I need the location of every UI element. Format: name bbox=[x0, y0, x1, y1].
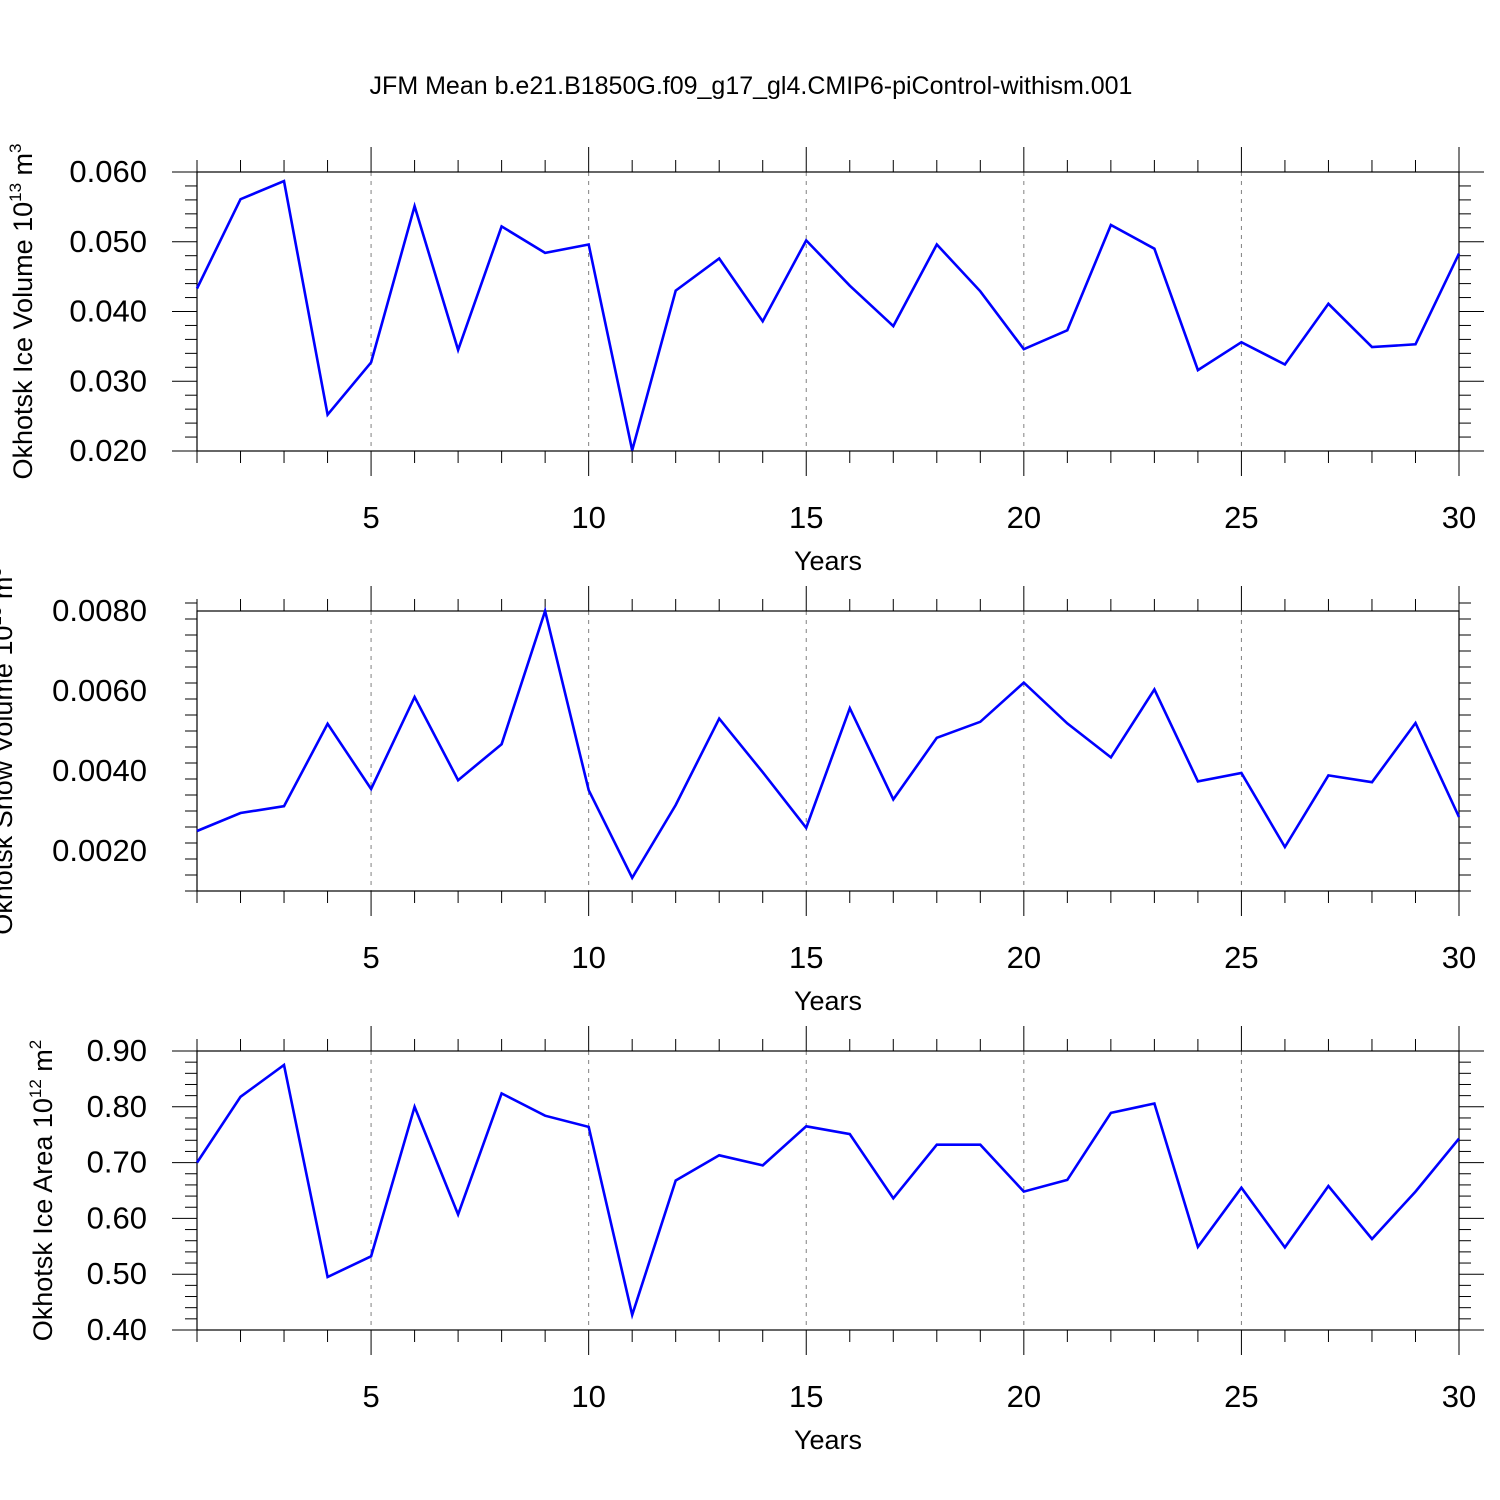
y-tick-label: 0.60 bbox=[87, 1200, 147, 1235]
unit-exponent: 12 bbox=[26, 1079, 45, 1098]
y-tick-label: 0.060 bbox=[69, 154, 147, 189]
unit-symbol: m bbox=[28, 1049, 58, 1079]
y-axis-label: Okhotsk Ice Area 1012 m2 bbox=[26, 1040, 58, 1342]
x-tick-label: 5 bbox=[362, 1379, 379, 1414]
y-tick-label: 0.40 bbox=[87, 1312, 147, 1347]
x-tick-label: 25 bbox=[1224, 1379, 1258, 1414]
y-tick-label: 0.50 bbox=[87, 1256, 147, 1291]
x-tick-label: 25 bbox=[1224, 500, 1258, 535]
unit-exponent: 13 bbox=[0, 607, 5, 626]
x-tick-label: 10 bbox=[571, 500, 605, 535]
x-tick-label: 15 bbox=[789, 940, 823, 975]
y-tick-label: 0.0060 bbox=[52, 673, 147, 708]
y-axis-label-text: Okhotsk Ice Area 10 bbox=[28, 1098, 58, 1341]
y-tick-label: 0.030 bbox=[69, 363, 147, 398]
plot-frame bbox=[196, 1050, 1460, 1331]
x-tick-label: 15 bbox=[789, 1379, 823, 1414]
x-tick-label: 25 bbox=[1224, 940, 1258, 975]
y-axis-label-text: Okhotsk Snow Volume 10 bbox=[0, 626, 18, 935]
y-axis-label-text: Okhotsk Ice Volume 10 bbox=[8, 202, 38, 480]
chart-panel-3: 0.40 0.50 0.60 0.70 0.80 0.90 5 10 15 20 25 30 Years… bbox=[26, 1026, 1484, 1455]
y-axis-label: Okhotsk Snow Volume 1013 m3 bbox=[0, 567, 18, 935]
unit-exponent: 13 bbox=[6, 183, 25, 202]
x-axis-label: Years bbox=[794, 986, 862, 1016]
x-tick-label: 10 bbox=[571, 1379, 605, 1414]
y-axis-label: Okhotsk Ice Volume 1013 m3 bbox=[6, 143, 38, 479]
y-tick-label: 0.80 bbox=[87, 1089, 147, 1124]
chart-panel-1: 0.020 0.030 0.040 0.050 0.060 5 10 15 20 25 30 Year… bbox=[6, 143, 1484, 576]
y-tick-label: 0.0040 bbox=[52, 753, 147, 788]
unit-exponent: 3 bbox=[0, 567, 5, 576]
x-tick-label: 30 bbox=[1442, 940, 1476, 975]
x-tick-label: 20 bbox=[1007, 940, 1041, 975]
y-tick-label: 0.0020 bbox=[52, 833, 147, 868]
series-line bbox=[195, 179, 1461, 451]
y-tick-label: 0.70 bbox=[87, 1145, 147, 1180]
x-axis-label: Years bbox=[794, 1425, 862, 1455]
y-tick-label: 0.050 bbox=[69, 224, 147, 259]
chart-panel-2: 0.0020 0.0040 0.0060 0.0080 5 10 15 20 25 30 Years… bbox=[0, 567, 1476, 1016]
y-tick-label: 0.040 bbox=[69, 294, 147, 329]
y-tick-label: 0.0080 bbox=[52, 593, 147, 628]
x-tick-label: 30 bbox=[1442, 500, 1476, 535]
x-tick-label: 5 bbox=[362, 940, 379, 975]
unit-symbol: m bbox=[0, 577, 18, 607]
y-tick-label: 0.90 bbox=[87, 1033, 147, 1068]
x-tick-label: 20 bbox=[1007, 1379, 1041, 1414]
unit-exponent: 3 bbox=[6, 143, 25, 152]
figure-title: JFM Mean b.e21.B1850G.f09_g17_gl4.CMIP6-… bbox=[370, 72, 1133, 100]
unit-symbol: m bbox=[8, 153, 38, 183]
plot-frame bbox=[196, 610, 1460, 892]
x-axis-label: Years bbox=[794, 546, 862, 576]
x-tick-label: 30 bbox=[1442, 1379, 1476, 1414]
x-tick-label: 10 bbox=[571, 940, 605, 975]
x-tick-label: 5 bbox=[362, 500, 379, 535]
unit-exponent: 2 bbox=[26, 1040, 45, 1049]
series-line bbox=[195, 1062, 1461, 1320]
series-line bbox=[196, 606, 1461, 881]
x-tick-label: 20 bbox=[1007, 500, 1041, 535]
y-tick-label: 0.020 bbox=[69, 433, 147, 468]
x-tick-label: 15 bbox=[789, 500, 823, 535]
